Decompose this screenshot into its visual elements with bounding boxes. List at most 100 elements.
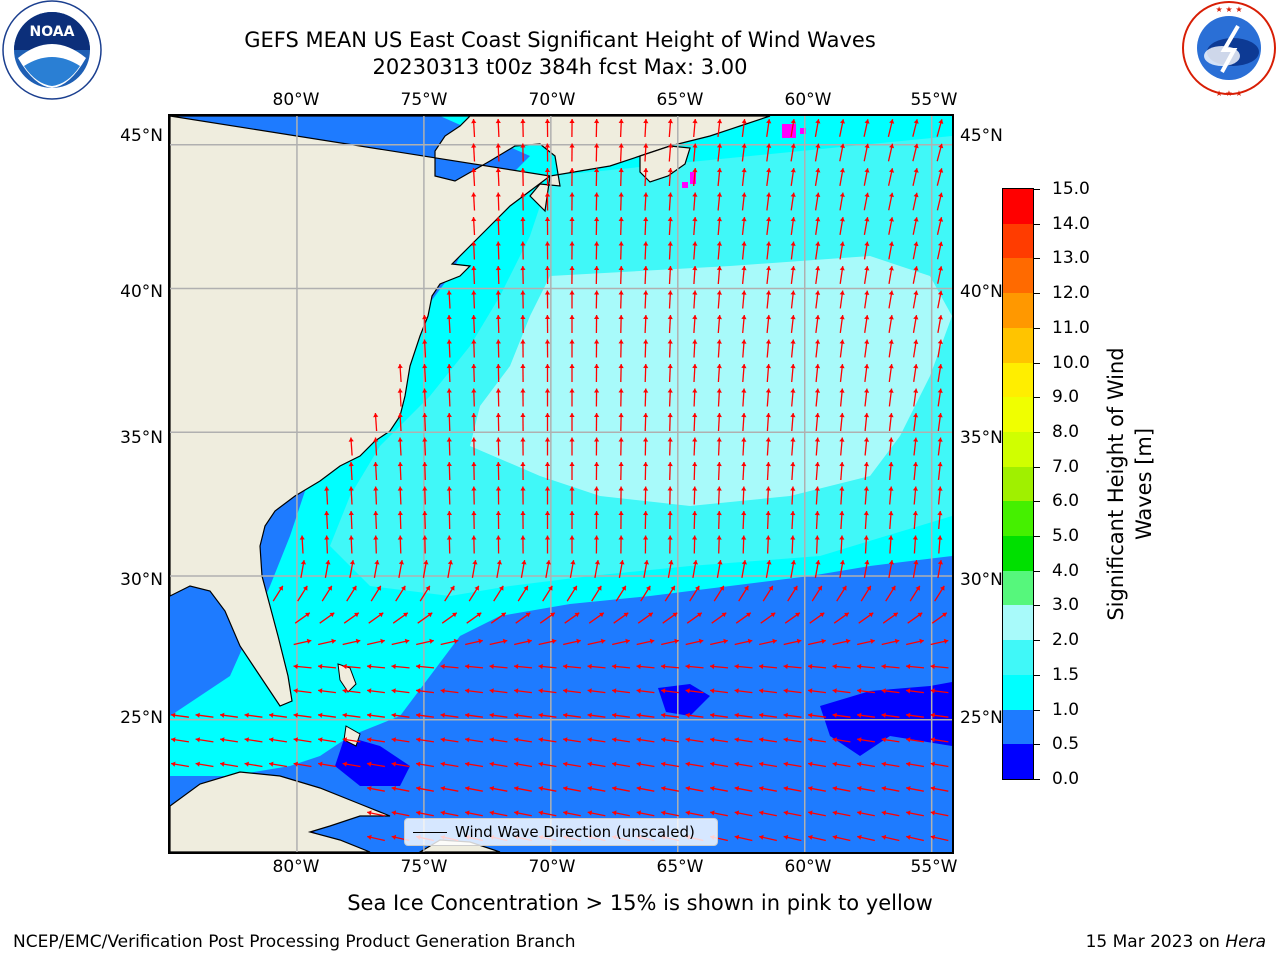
colorbar-tick-label: 1.5 <box>1052 664 1080 685</box>
wave-direction-arrowhead <box>889 168 895 173</box>
wave-direction-arrowhead <box>244 712 249 718</box>
wave-direction-arrowhead <box>891 585 896 591</box>
wave-direction-arrowhead <box>465 761 470 767</box>
wave-direction-arrowhead <box>857 810 862 816</box>
wave-direction-arrowhead <box>618 315 624 320</box>
wave-direction-arrowhead <box>342 761 347 767</box>
wave-direction-arrowhead <box>373 462 379 467</box>
wave-direction-arrowhead <box>685 688 690 694</box>
wave-direction-arrowhead <box>943 638 949 644</box>
svg-text:★ ★ ★: ★ ★ ★ <box>1215 5 1242 14</box>
wave-direction-arrowhead <box>612 712 617 718</box>
wave-direction-arrowhead <box>594 388 600 393</box>
wave-direction-arrowhead <box>594 119 600 124</box>
lon-label-bottom: 70°W <box>528 857 576 877</box>
colorbar-tick-label: 13.0 <box>1052 248 1090 269</box>
wave-direction-arrowhead <box>643 241 649 246</box>
wave-direction-arrowhead <box>790 217 796 222</box>
wave-direction-arrowhead <box>495 315 501 320</box>
wave-direction-arrowhead <box>423 560 429 565</box>
wave-direction-arrowhead <box>489 663 494 670</box>
wave-direction-arrowhead <box>544 266 551 270</box>
wave-direction-arrowhead <box>514 786 519 792</box>
wave-direction-arrowhead <box>244 761 249 767</box>
wave-direction-arrowhead <box>269 737 274 743</box>
wave-direction-arrowhead <box>520 119 526 124</box>
wave-direction-arrowhead <box>593 535 600 540</box>
wave-direction-arrowhead <box>930 810 936 816</box>
wave-direction-arrowhead <box>636 810 642 816</box>
wave-direction-arrowhead <box>422 315 428 320</box>
wave-direction-arrowhead <box>832 810 838 816</box>
wave-direction-arrowhead <box>815 168 821 173</box>
wave-direction-arrowhead <box>422 339 428 344</box>
wave-direction-arrowhead <box>569 290 575 295</box>
wave-direction-arrowhead <box>318 737 323 743</box>
wave-direction-arrowhead <box>569 535 575 540</box>
wave-direction-arrowhead <box>906 737 911 743</box>
wave-direction-arrowhead <box>741 437 747 442</box>
wave-direction-arrowhead <box>692 290 698 295</box>
wave-direction-arrowhead <box>672 612 678 618</box>
wave-direction-arrowhead <box>770 612 776 618</box>
wave-direction-arrowhead <box>612 786 617 792</box>
wave-direction-arrowhead <box>440 712 445 718</box>
wave-direction-arrowhead <box>839 437 845 442</box>
wave-direction-arrowhead <box>759 810 764 816</box>
wave-direction-arrowhead <box>465 663 470 670</box>
wave-direction-arrowhead <box>864 241 870 246</box>
colorbar-segment <box>1003 500 1033 537</box>
wave-direction-arrowhead <box>489 688 494 694</box>
wave-direction-arrowhead <box>623 612 629 618</box>
wave-direction-arrowhead <box>667 339 673 344</box>
wave-direction-arrowhead <box>416 786 421 792</box>
wave-direction-arrowhead <box>495 511 501 515</box>
wave-direction-arrowhead <box>864 290 870 295</box>
wave-direction-arrowhead <box>815 339 821 344</box>
wave-direction-arrowhead <box>538 712 543 718</box>
wave-direction-arrowhead <box>839 339 845 344</box>
wave-direction-arrowhead <box>569 339 575 344</box>
wave-direction-arrowhead <box>839 192 845 197</box>
wave-direction-arrowhead <box>520 339 526 344</box>
wave-direction-arrowhead <box>643 462 649 467</box>
wave-direction-arrowhead <box>667 217 673 222</box>
wave-direction-arrowhead <box>594 437 600 442</box>
colorbar-tick-label: 7.0 <box>1052 456 1080 477</box>
wave-direction-arrowhead <box>618 511 624 515</box>
lat-label-right: 35°N <box>960 428 1003 448</box>
colorbar-tick-label: 11.0 <box>1052 317 1090 338</box>
wave-direction-arrowhead <box>808 786 813 792</box>
wave-direction-arrowhead <box>698 638 704 644</box>
colorbar-tick <box>1034 258 1040 260</box>
wave-direction-arrowhead <box>349 560 355 565</box>
wave-direction-arrowhead <box>496 560 502 565</box>
wave-direction-arrowhead <box>710 688 715 694</box>
colorbar-tick <box>1034 570 1040 572</box>
wave-direction-arrowhead <box>674 638 679 644</box>
wave-direction-arrowhead <box>857 834 862 840</box>
wave-direction-arrowhead <box>741 339 747 344</box>
wave-direction-arrowhead <box>525 612 531 618</box>
wave-direction-arrowhead <box>790 241 796 246</box>
wave-direction-arrowhead <box>446 339 452 344</box>
wave-direction-arrowhead <box>594 143 600 148</box>
wave-direction-arrowhead <box>668 560 674 565</box>
wave-direction-arrowhead <box>692 560 698 565</box>
wave-direction-arrowhead <box>912 462 919 467</box>
wave-direction-arrowhead <box>495 266 501 271</box>
wave-direction-arrowhead <box>318 712 323 718</box>
wave-direction-arrowhead <box>857 737 862 743</box>
wave-direction-arrowhead <box>520 241 526 246</box>
wave-direction-arrowhead <box>544 339 551 344</box>
wave-direction-arrowhead <box>913 143 919 149</box>
wave-direction-arrowhead <box>300 560 306 565</box>
wave-direction-arrowhead <box>446 364 452 369</box>
wave-direction-arrowhead <box>661 761 666 767</box>
wave-direction-arrowhead <box>667 511 673 516</box>
wave-direction-arrowhead <box>324 535 330 540</box>
sea-ice-patch <box>782 124 796 138</box>
wave-direction-arrowhead <box>520 462 526 466</box>
wave-direction-arrowhead <box>692 413 698 418</box>
wave-direction-arrowhead <box>719 585 724 591</box>
